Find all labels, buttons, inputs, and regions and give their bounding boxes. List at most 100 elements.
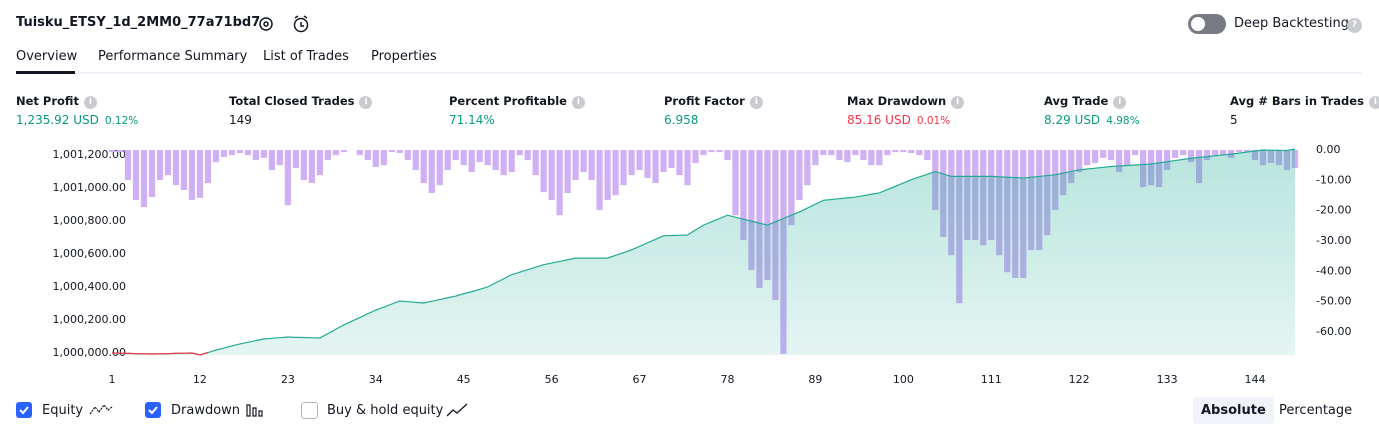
info-icon[interactable]: i (359, 96, 373, 109)
drawdown-bar (716, 150, 723, 153)
drawdown-bar (108, 150, 116, 153)
drawdown-bar (620, 150, 627, 186)
scale-button[interactable]: Absolute (1193, 397, 1274, 424)
info-icon[interactable]: i (951, 96, 965, 109)
drawdown-bar (1100, 150, 1107, 158)
x-tick-label: 34 (369, 373, 383, 386)
drawdown-bar (468, 150, 475, 173)
checkbox[interactable] (16, 402, 32, 418)
drawdown-bar (316, 150, 323, 176)
legend-label: Drawdown (171, 403, 241, 418)
drawdown-bar (412, 150, 419, 171)
drawdown-bar (556, 150, 563, 216)
drawdown-bar (1076, 150, 1083, 173)
checkbox[interactable] (145, 402, 161, 418)
drawdown-icon (246, 404, 263, 417)
drawdown-bar (572, 150, 579, 181)
drawdown-bar (660, 150, 667, 173)
x-tick-label: 1 (109, 373, 116, 386)
equity-area (112, 149, 1295, 355)
scale-button[interactable]: Percentage (1279, 403, 1353, 418)
drawdown-bar (524, 150, 531, 161)
info-icon[interactable]: i (83, 96, 97, 109)
drawdown-bar (612, 150, 619, 196)
equity-line (111, 148, 1296, 356)
equity-icon (89, 404, 113, 415)
drawdown-bar (1092, 150, 1099, 164)
drawdown-bar (516, 150, 523, 156)
info-icon[interactable]: i (749, 96, 763, 109)
drawdown-bar (868, 150, 875, 166)
tab[interactable]: Overview (16, 49, 78, 64)
drawdown-bar (156, 150, 164, 181)
stat-value-row: 1,235.92 USD 0.12% (16, 113, 138, 127)
drawdown-bar (708, 150, 715, 153)
info-icon[interactable]: i (571, 96, 585, 109)
drawdown-bar (180, 150, 188, 191)
drawdown-bar (1108, 150, 1115, 161)
drawdown-bar (684, 150, 691, 186)
drawdown-bar (1187, 150, 1195, 163)
drawdown-bar (884, 150, 891, 156)
drawdown-bar (196, 150, 204, 198)
drawdown-bar (132, 150, 140, 201)
drawdown-bar (284, 150, 291, 206)
stat-label: Avg Trade i (1044, 94, 1127, 109)
stat-value-row: 71.14% (449, 113, 495, 127)
tab[interactable]: Performance Summary (98, 49, 248, 64)
stat-sub-value: 0.12% (104, 115, 139, 127)
x-tick-label: 67 (633, 373, 647, 386)
tab[interactable]: List of Trades (263, 49, 349, 64)
drawdown-bar (324, 150, 331, 161)
deep-backtesting-toggle[interactable] (1188, 14, 1226, 34)
stat-sub-value: 0.01% (916, 115, 951, 127)
stat-value: 6.958 (664, 113, 699, 127)
drawdown-bar (628, 150, 635, 176)
stat-label: Profit Factor i (664, 94, 763, 109)
drawdown-bar (836, 150, 843, 161)
drawdown-bar (268, 150, 275, 171)
stat-label-text: Percent Profitable (449, 94, 567, 108)
info-icon[interactable]: i (1113, 96, 1127, 109)
x-tick-label: 45 (457, 373, 471, 386)
drawdown-bar (700, 150, 707, 156)
drawdown-bar (924, 150, 931, 161)
drawdown-bar (340, 150, 347, 153)
drawdown-bar (732, 150, 739, 216)
drawdown-bar (236, 150, 244, 154)
y-tick-label: 1,001,200.00 (53, 148, 126, 161)
alert-icon[interactable] (291, 14, 311, 34)
drawdown-bar (364, 150, 371, 161)
drawdown-bar (812, 150, 819, 166)
drawdown-bar (892, 150, 899, 153)
stat-value: 149 (229, 113, 252, 127)
drawdown-bar (260, 150, 267, 158)
info-icon[interactable]: i (1368, 96, 1379, 109)
drawdown-bar (404, 150, 411, 161)
drawdown-bar (804, 150, 811, 186)
x-tick-label: 78 (720, 373, 734, 386)
stat-label: Net Profit i (16, 94, 97, 109)
drawdown-bar (164, 150, 172, 176)
settings-icon[interactable] (257, 15, 275, 33)
tab[interactable]: Properties (371, 49, 437, 64)
drawdown-bar (500, 150, 507, 176)
drawdown-bar (372, 150, 379, 167)
drawdown-bar (796, 150, 803, 201)
stat-label-text: Net Profit (16, 94, 79, 108)
x-tick-label: 111 (981, 373, 1002, 386)
drawdown-bar (212, 150, 220, 163)
stat-label-text: Profit Factor (664, 94, 745, 108)
help-icon[interactable]: ? (1347, 18, 1362, 33)
drawdown-bar (676, 150, 683, 176)
drawdown-bar (1203, 150, 1211, 161)
drawdown-bar (748, 150, 755, 271)
checkbox[interactable] (301, 402, 318, 419)
drawdown-bar (1179, 150, 1187, 156)
drawdown-bar (852, 150, 859, 156)
x-tick-label: 100 (893, 373, 914, 386)
drawdown-bar (172, 150, 180, 186)
drawdown-bar (300, 150, 307, 181)
y-tick-label: 1,000,200.00 (53, 313, 126, 326)
drawdown-bar (292, 150, 299, 168)
